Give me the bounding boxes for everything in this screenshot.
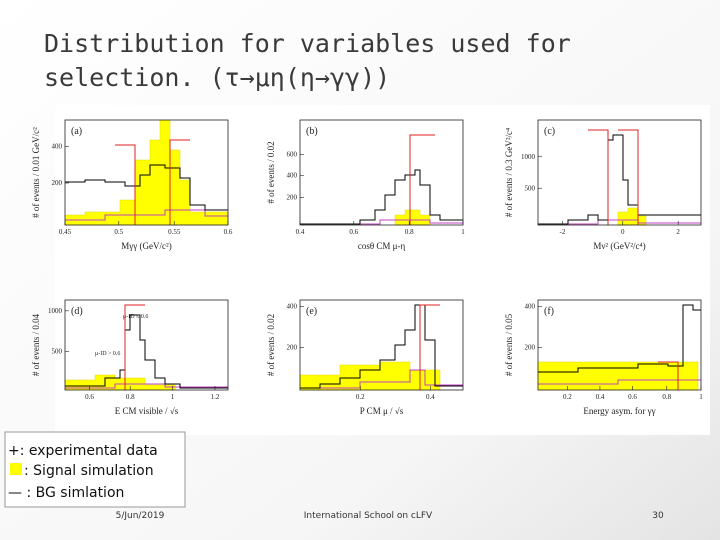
y-tick-label: 1000 xyxy=(48,307,63,315)
bg-histogram xyxy=(300,369,463,389)
legend-swatch xyxy=(10,463,22,475)
y-axis-label: # of events / 0.02 xyxy=(266,314,276,376)
y-tick-label: 1000 xyxy=(521,153,536,161)
x-tick-label: 0.4 xyxy=(596,393,605,401)
x-tick-label: 1 xyxy=(461,228,465,236)
x-tick-label: 0 xyxy=(621,228,625,236)
panel-tag: (d) xyxy=(71,306,83,317)
y-tick-label: 500 xyxy=(52,347,63,355)
y-tick-label: 200 xyxy=(287,194,298,202)
bg-histogram xyxy=(538,219,701,225)
y-tick-label: 400 xyxy=(525,302,536,310)
y-axis-label: # of events / 0.3 GeV²/c⁴ xyxy=(504,128,514,217)
cut-line xyxy=(115,139,190,225)
y-tick-label: 200 xyxy=(52,179,63,187)
x-tick-label: 0.55 xyxy=(168,228,181,236)
plot-frame xyxy=(299,119,464,226)
cut-line xyxy=(658,361,679,390)
x-tick-label: 0.8 xyxy=(662,393,671,401)
x-tick-label: -2 xyxy=(560,228,566,236)
panel-tag: (c) xyxy=(544,126,555,137)
x-tick-label: 0.2 xyxy=(563,393,572,401)
bg-histogram xyxy=(538,379,701,385)
x-tick-label: 0.6 xyxy=(628,393,637,401)
x-tick-label: 0.6 xyxy=(349,228,358,236)
y-tick-label: 500 xyxy=(525,184,536,192)
x-axis-label: P CM μ / √s xyxy=(360,406,404,416)
legend-bg: — : BG simlation xyxy=(8,485,124,501)
x-tick-label: 2 xyxy=(676,228,680,236)
panel-tag: (f) xyxy=(544,306,554,317)
annotation: μ-ID > 0.6 xyxy=(95,351,120,357)
x-tick-label: 0.5 xyxy=(114,228,123,236)
x-tick-label: 0.6 xyxy=(224,228,233,236)
cut-line xyxy=(409,134,435,225)
x-axis-label: cosθ CM μ-η xyxy=(358,241,406,251)
x-tick-label: 0.45 xyxy=(59,228,72,236)
data-histogram xyxy=(65,314,228,389)
x-axis-label: Mν² (GeV²/c⁴) xyxy=(593,241,645,251)
annotation: μ-ID ≤ 0.6 xyxy=(123,314,148,320)
panel: (d) 500 1000 0.6 0.8 1 1.2 E CM visible / √s # o… xyxy=(31,299,229,416)
x-axis-label: Mγγ (GeV/c²) xyxy=(121,241,171,251)
footer-page: 30 xyxy=(652,511,664,521)
y-tick-label: 400 xyxy=(287,302,298,310)
footer-event: International School on cLFV xyxy=(304,511,433,521)
y-axis-label: # of events / 0.04 xyxy=(31,313,41,376)
legend-signal: : Signal simulation xyxy=(24,463,154,479)
x-axis-label: Energy asym. for γγ xyxy=(583,406,655,416)
data-histogram xyxy=(538,134,701,225)
title-line: Distribution for variables used for xyxy=(44,29,571,58)
x-axis-label: E CM visible / √s xyxy=(115,406,179,416)
panel-tag: (e) xyxy=(306,306,317,317)
data-histogram xyxy=(65,164,228,211)
x-tick-label: 0.4 xyxy=(296,228,305,236)
data-histogram xyxy=(538,304,701,373)
footer-date: 5/Jun/2019 xyxy=(116,511,165,521)
plot-frame xyxy=(537,119,702,226)
panel: (e) 200 400 0.2 0.4 P CM μ / √s # of events / … xyxy=(266,299,464,416)
cut-line xyxy=(124,304,145,390)
y-tick-label: 400 xyxy=(287,172,298,180)
plot-frame xyxy=(299,299,464,391)
legend-data: +: experimental data xyxy=(8,443,158,459)
bg-histogram xyxy=(300,219,463,225)
panel-tag: (a) xyxy=(71,126,82,137)
y-tick-label: 200 xyxy=(525,344,536,352)
data-histogram xyxy=(300,304,463,389)
y-tick-label: 200 xyxy=(287,344,298,352)
x-tick-label: 1 xyxy=(171,393,175,401)
plot-frame xyxy=(64,119,229,226)
x-tick-label: 0.6 xyxy=(85,393,94,401)
x-tick-label: 1 xyxy=(699,393,703,401)
panel: (f) 200 400 0.2 0.4 0.6 0.8 1 Energy asym. for γ… xyxy=(504,299,703,416)
y-axis-label: # of events / 0.02 xyxy=(266,141,276,203)
title-line: selection. (τ→μη(η→γγ)) xyxy=(44,63,390,92)
y-tick-label: 400 xyxy=(52,142,63,150)
x-tick-label: 0.8 xyxy=(405,228,414,236)
panel-tag: (b) xyxy=(306,126,318,137)
data-histogram xyxy=(300,169,463,225)
legend-box xyxy=(4,431,186,508)
y-tick-label: 600 xyxy=(287,151,298,159)
x-tick-label: 0.8 xyxy=(126,393,135,401)
y-axis-label: # of events / 0.05 xyxy=(504,313,514,376)
bg-histogram xyxy=(65,383,228,389)
panel: (c) 500 1000 -2 0 2 Mν² (GeV²/c⁴) # of events /… xyxy=(504,119,702,251)
panel: (b) 200 400 600 0.4 0.6 0.8 1 cosθ CM μ-η # of ev… xyxy=(266,119,465,251)
plot-frame xyxy=(537,299,702,391)
x-tick-label: 0.4 xyxy=(426,393,435,401)
panel: (a) 200 400 0.45 0.5 0.55 0.6 Mγγ (GeV/c²) # of … xyxy=(31,119,233,251)
cut-line xyxy=(588,129,639,225)
cut-line xyxy=(419,304,440,390)
y-axis-label: # of events / 0.01 GeV/c² xyxy=(31,127,41,218)
x-tick-label: 0.2 xyxy=(356,393,365,401)
x-tick-label: 1.2 xyxy=(211,393,220,401)
bg-histogram xyxy=(65,209,228,221)
plot-frame xyxy=(64,299,229,391)
